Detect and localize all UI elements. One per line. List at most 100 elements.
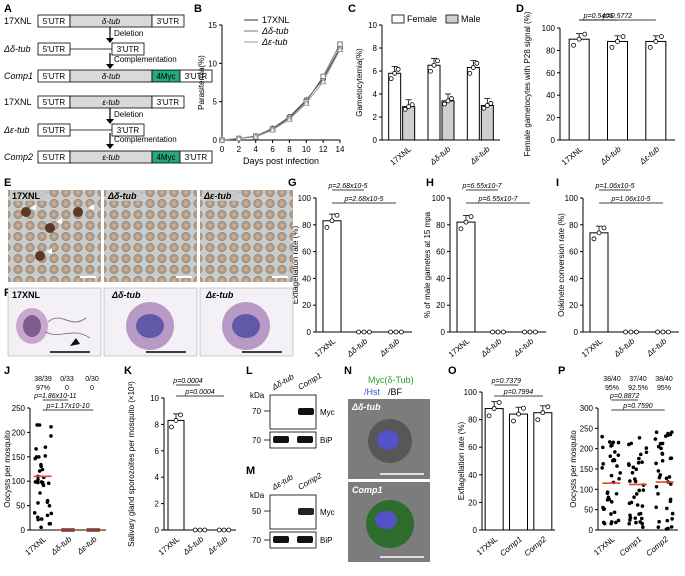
oocyst-point [644, 446, 649, 450]
legend-swatch [391, 14, 405, 24]
replicate-point [435, 58, 440, 64]
n-legend-bf: /BF [388, 387, 403, 397]
f-label-17xnl: 17XNL [12, 290, 41, 300]
y-tick-label: 0 [21, 526, 26, 535]
y-tick-label: 0 [307, 328, 312, 337]
y-tick-label: 80 [468, 416, 477, 425]
chart-b-parasitemia: 0 5 10 15 0 2 4 6 8 10 12 14 Days post infection Para… [197, 15, 345, 166]
y-tick-label: 60 [302, 248, 311, 257]
bar [322, 220, 342, 333]
bar [388, 72, 402, 141]
y-tick-label: 50 [16, 502, 25, 511]
point-marker [302, 99, 310, 106]
oocyst-point [49, 511, 54, 516]
deletion-arrow-2: Deletion [106, 108, 143, 124]
point-marker [336, 45, 344, 53]
p-pct-2: 92.5% [628, 385, 648, 392]
replicate-point [535, 417, 541, 423]
y-tick-label: 20 [302, 301, 311, 310]
x-category-label: Δδ-tub [598, 144, 623, 167]
replicate-point [445, 98, 451, 104]
m-marker-1: 50 [252, 507, 261, 516]
oocyst-point [39, 525, 43, 530]
y-tick-label: 6 [373, 67, 378, 76]
oocyst-point [614, 491, 619, 496]
p-value-annotation: p=0.7994 [503, 389, 533, 396]
oocyst-point [39, 517, 44, 521]
y-axis-label: Salivary gland sporozoites per mosquito … [127, 381, 136, 547]
utr5-label-5: 5'UTR [43, 153, 66, 162]
replicate-point [609, 44, 615, 50]
x-category-label: Comp2 [523, 534, 549, 558]
replicate-point [488, 101, 494, 106]
point-marker [319, 78, 327, 85]
deletion-label-1: Deletion [114, 29, 143, 38]
oocyst-point [605, 491, 610, 496]
oocyst-point [611, 440, 616, 445]
replicate-point [458, 226, 464, 232]
oocyst-point [660, 451, 665, 456]
j-count-3: 0/30 [85, 376, 99, 383]
panel-letter-d: D [516, 3, 524, 15]
l-kda: kDa [250, 391, 265, 400]
y-tick-label: 80 [569, 221, 578, 230]
y-tick-label: 20 [546, 114, 555, 123]
oocyst-point [634, 467, 639, 472]
l-marker-1: 70 [252, 407, 261, 416]
replicate-point [463, 219, 469, 225]
replicate-point [324, 225, 330, 230]
oocyst-point [601, 520, 606, 525]
bar [456, 221, 476, 333]
x-axis-label: Days post infection [243, 156, 319, 166]
oocyst-point [654, 430, 659, 435]
p-value-annotation: p=6.55x10-7 [461, 183, 502, 190]
y-tick-label: 0 [473, 526, 478, 535]
point-marker [218, 136, 226, 143]
replicate-point [576, 36, 582, 42]
oocyst-point [670, 511, 675, 516]
oocyst-point [618, 471, 622, 475]
x-category-label: Comp2 [644, 534, 670, 558]
oocyst-point [631, 465, 636, 470]
bar [441, 100, 455, 141]
replicate-point [660, 329, 666, 335]
replicate-point [533, 329, 538, 335]
x-category-label: Δε-tub [511, 336, 535, 358]
utr3-label-2: 3'UTR [185, 72, 208, 81]
y-tick-label: 100 [12, 477, 26, 486]
replicate-point [491, 406, 497, 411]
oocyst-point [609, 444, 613, 448]
legend-entry: Δε-tub [261, 37, 288, 47]
oocyst-point [37, 423, 42, 427]
oocyst-point [36, 455, 41, 459]
x-tick-label: 12 [319, 145, 328, 154]
point-marker [337, 41, 343, 47]
p-value-annotation: p=1.17x10-10 [45, 403, 89, 410]
utr3-label-1: 3'UTR [117, 45, 140, 54]
panel-letter-o: O [448, 365, 457, 377]
oocyst-point [664, 527, 669, 531]
oocyst-point [667, 475, 672, 479]
oocyst-point [664, 476, 669, 481]
oocyst-point [612, 510, 617, 515]
y-tick-label: 40 [569, 274, 578, 283]
complement-label-2: Complementation [114, 135, 177, 144]
oocyst-point [644, 450, 649, 455]
legend-entry: Δδ-tub [261, 26, 289, 36]
tag-label-2: 4Myc [156, 72, 175, 81]
e-label-17xnl: 17XNL [12, 191, 41, 201]
panel-letter-f: F [4, 287, 11, 299]
oocyst-point [616, 453, 621, 457]
construct-strain-1: Δδ-tub [3, 44, 31, 54]
tag-label-5: 4Myc [156, 153, 175, 162]
oocyst-point [609, 473, 614, 478]
x-category-label: Δε-tub [644, 336, 668, 358]
series-line [221, 43, 341, 141]
y-tick-label: 0 [574, 328, 579, 337]
replicate-point [527, 329, 533, 335]
y-axis-label: Parasitemia(%) [197, 55, 206, 110]
oocyst-point [637, 456, 641, 461]
construct-strain-4: Δε-tub [3, 125, 30, 135]
replicate-point [628, 329, 634, 335]
